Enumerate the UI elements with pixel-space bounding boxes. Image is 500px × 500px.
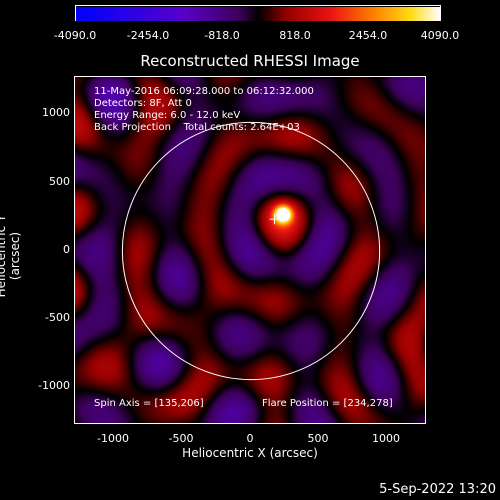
- x-tick-label: 0: [246, 432, 254, 445]
- overlay: [121, 121, 381, 381]
- energy-range-label: Energy Range: 6.0 - 12.0 keV: [94, 110, 241, 121]
- colorbar-tick: 2454.0: [348, 29, 388, 42]
- colorbar-tick: -4090.0: [53, 29, 97, 42]
- plot-title: Reconstructed RHESSI Image: [140, 52, 360, 70]
- flare-position-marker: [269, 214, 280, 225]
- colorbar-gradient: [76, 7, 440, 21]
- time-range-label: 11-May-2016 06:09:28.000 to 06:12:32.000: [94, 86, 314, 97]
- x-axis-label: Heliocentric X (arcsec): [182, 446, 318, 460]
- y-tick-label: -500: [45, 311, 70, 324]
- detectors-label: Detectors: 8F, Att 0: [94, 98, 192, 109]
- colorbar-tick: -2454.0: [126, 29, 170, 42]
- method-counts-label: Back Projection Total counts: 2.64E+03: [94, 122, 300, 133]
- y-tick-label: 1000: [42, 106, 70, 119]
- image-plot-area: [74, 76, 426, 424]
- colorbar-tick: -818.0: [204, 29, 240, 42]
- y-tick-label: 0: [63, 243, 70, 256]
- y-axis-label: Heliocentric Y (arcsec): [0, 215, 22, 298]
- colorbar: [75, 5, 441, 21]
- reconstructed-image: [75, 77, 425, 423]
- y-tick-label: -1000: [38, 379, 70, 392]
- colorbar-tick: 4090.0: [420, 29, 460, 42]
- spin-axis-label: Spin Axis = [135,206]: [94, 398, 204, 409]
- x-tick-label: -1000: [97, 432, 129, 445]
- x-tick-label: -500: [168, 432, 194, 445]
- flare-position-label: Flare Position = [234,278]: [262, 398, 393, 409]
- solar-limb-circle: [121, 121, 381, 381]
- x-tick-label: 1000: [372, 432, 400, 445]
- colorbar-tick: 818.0: [279, 29, 311, 42]
- x-tick-label: 500: [307, 432, 329, 445]
- date-stamp: 5-Sep-2022 13:20: [379, 482, 496, 497]
- y-tick-label: 500: [49, 175, 70, 188]
